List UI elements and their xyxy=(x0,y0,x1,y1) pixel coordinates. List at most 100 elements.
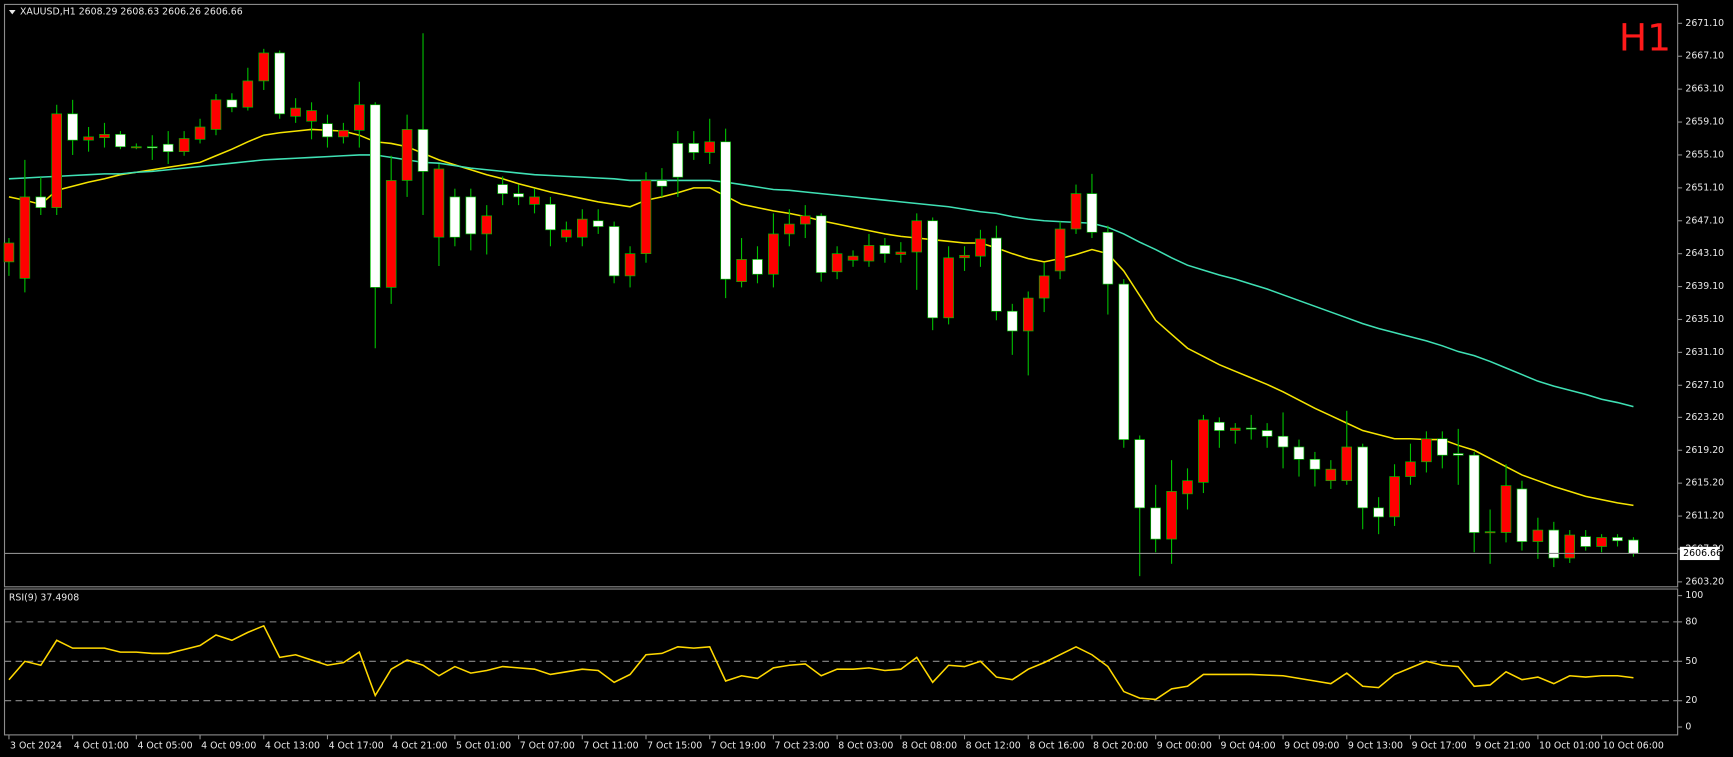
candle-body xyxy=(1022,297,1034,332)
candle-body xyxy=(879,245,891,254)
candle-body xyxy=(1452,453,1464,456)
candle-body xyxy=(513,193,524,198)
x-tick-label: 9 Oct 13:00 xyxy=(1348,740,1403,751)
rsi-title: RSI(9) 37.4908 xyxy=(9,592,79,603)
candle-body xyxy=(577,218,588,238)
x-tick-label: 10 Oct 01:00 xyxy=(1539,740,1600,751)
candle-body xyxy=(736,259,747,282)
candle-body xyxy=(1007,310,1018,332)
y-tick-label: 2655.10 xyxy=(1685,149,1724,160)
candle-body xyxy=(1357,446,1368,509)
x-tick-label: 8 Oct 20:00 xyxy=(1093,740,1148,751)
y-tick-label: 20 xyxy=(1685,695,1697,706)
candle-body xyxy=(561,229,572,238)
candle-body xyxy=(1182,480,1193,495)
candle-body xyxy=(1564,534,1576,559)
candle-body xyxy=(83,136,94,141)
candle-body xyxy=(1437,438,1448,456)
candle-body xyxy=(1230,427,1241,431)
candle-body xyxy=(768,233,779,275)
candle-body xyxy=(720,141,731,280)
candle-body xyxy=(322,123,333,138)
y-tick-label: 80 xyxy=(1685,616,1697,627)
candle-body xyxy=(99,134,110,139)
candle-body xyxy=(385,180,397,288)
candle-body xyxy=(290,107,301,117)
candle-body xyxy=(545,203,556,231)
candle-body xyxy=(35,196,47,208)
candle-body xyxy=(1421,438,1432,463)
timeframe-label: H1 xyxy=(1619,15,1671,59)
candle-body xyxy=(1500,485,1512,533)
candle-body xyxy=(1325,468,1337,482)
x-tick-label: 9 Oct 00:00 xyxy=(1157,740,1212,751)
candle-body xyxy=(704,141,715,153)
y-tick-label: 2643.10 xyxy=(1685,248,1724,259)
candle-body xyxy=(354,104,365,131)
candle-body xyxy=(369,104,381,288)
candle-body xyxy=(338,129,349,138)
candle-body xyxy=(640,180,652,254)
candle-body xyxy=(1373,507,1384,518)
candle-body xyxy=(115,134,126,148)
candle-body xyxy=(449,196,461,238)
candle-body xyxy=(672,143,684,178)
x-tick-label: 7 Oct 15:00 xyxy=(647,740,702,751)
candle-body xyxy=(1086,193,1098,233)
candle-body xyxy=(1341,446,1353,482)
main-panel-frame xyxy=(3,3,1679,588)
candle-body xyxy=(1054,228,1066,272)
candle-body xyxy=(1484,531,1496,534)
candle-body xyxy=(67,113,78,141)
y-tick-label: 100 xyxy=(1685,590,1703,601)
y-tick-label: 2647.10 xyxy=(1685,215,1724,226)
x-tick-label: 4 Oct 05:00 xyxy=(137,740,192,751)
y-tick-label: 2635.10 xyxy=(1685,314,1724,325)
x-tick-label: 8 Oct 03:00 xyxy=(838,740,893,751)
candle-body xyxy=(1612,537,1623,542)
candle-body xyxy=(863,245,875,262)
candle-body xyxy=(1293,446,1305,460)
candle-body xyxy=(927,220,938,319)
candle-body xyxy=(656,180,668,187)
candle-body xyxy=(1150,507,1161,540)
y-tick-label: 2631.10 xyxy=(1685,347,1724,358)
x-tick-label: 3 Oct 2024 xyxy=(10,740,62,751)
candle-body xyxy=(147,146,158,149)
y-tick-label: 2663.10 xyxy=(1685,84,1724,95)
x-tick-label: 7 Oct 07:00 xyxy=(520,740,575,751)
y-tick-label: 2639.10 xyxy=(1685,281,1724,292)
last-price-box xyxy=(1679,546,1720,561)
candle-body xyxy=(1261,430,1273,437)
x-tick-label: 10 Oct 06:00 xyxy=(1603,740,1664,751)
candle-body xyxy=(1596,537,1607,547)
candle-body xyxy=(242,80,254,108)
y-tick-label: 2667.10 xyxy=(1685,51,1724,62)
candle-body xyxy=(1516,488,1528,542)
candle-body xyxy=(975,238,986,257)
candle-body xyxy=(608,226,620,277)
candle-body xyxy=(3,242,15,263)
candle-body xyxy=(51,113,62,208)
candle-body xyxy=(131,146,142,149)
x-tick-label: 4 Oct 01:00 xyxy=(74,740,129,751)
candle-body xyxy=(1532,529,1544,542)
y-tick-label: 2619.20 xyxy=(1685,445,1724,456)
x-tick-label: 5 Oct 01:00 xyxy=(456,740,511,751)
candle-body xyxy=(688,143,700,153)
x-tick-label: 4 Oct 17:00 xyxy=(329,740,384,751)
y-tick-label: 2627.10 xyxy=(1685,380,1724,391)
candle-body xyxy=(529,196,540,205)
y-tick-label: 0 xyxy=(1685,722,1691,733)
menu-triangle[interactable] xyxy=(8,9,16,15)
x-tick-label: 7 Oct 19:00 xyxy=(711,740,766,751)
candle-body xyxy=(1580,536,1591,547)
candle-body xyxy=(210,99,222,130)
y-tick-label: 2623.20 xyxy=(1685,412,1724,423)
x-tick-label: 4 Oct 21:00 xyxy=(392,740,447,751)
y-tick-label: 2603.20 xyxy=(1685,576,1724,587)
y-tick-label: 2651.10 xyxy=(1685,182,1724,193)
candle-body xyxy=(497,184,508,194)
